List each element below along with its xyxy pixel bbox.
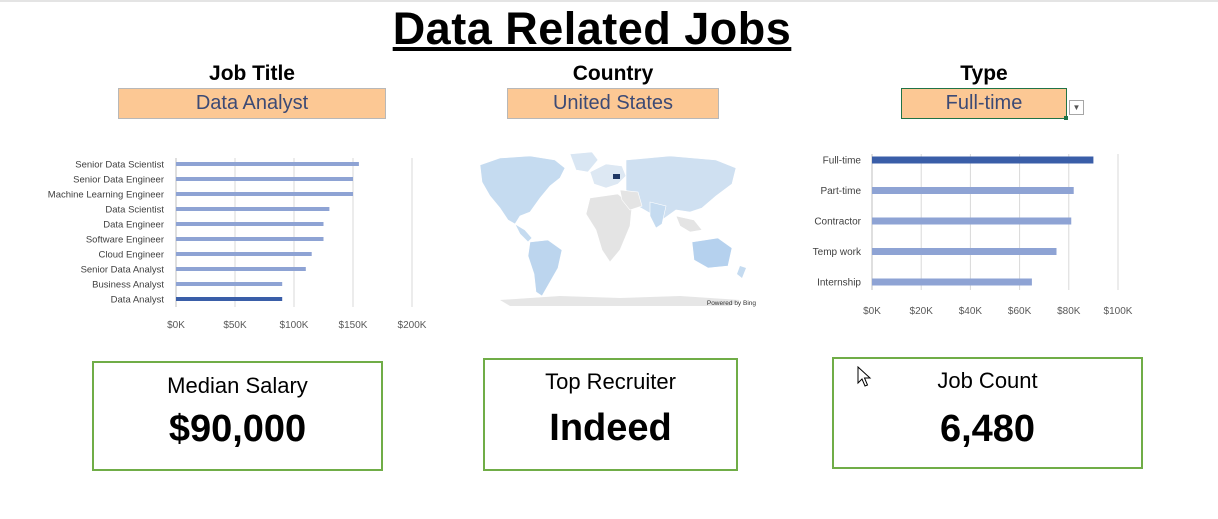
job-type-salary-chart: $0K $20K $40K $60K $80K $100K Full-time Part-ti…	[813, 154, 1133, 317]
dashboard-title: Data Related Jobs	[392, 3, 792, 54]
category-label: Data Scientist	[105, 205, 164, 216]
bar-data-analyst	[176, 297, 283, 301]
map-new-zealand	[737, 266, 746, 278]
cell-fill-handle[interactable]	[1064, 116, 1068, 120]
map-india	[649, 201, 667, 229]
median-salary-value: $90,000	[168, 408, 307, 450]
map-selected-country	[613, 174, 620, 179]
category-label: Data Analyst	[111, 295, 165, 306]
category-label: Software Engineer	[86, 235, 164, 246]
top-recruiter-card: Top Recruiter Indeed	[483, 358, 738, 471]
category-label: Contractor	[814, 217, 861, 228]
map-southeast-asia	[675, 215, 703, 233]
top-recruiter-value: Indeed	[549, 407, 672, 449]
category-label: Senior Data Analyst	[81, 265, 165, 276]
x-tick-label: $60K	[1008, 306, 1032, 317]
map-south-america	[527, 239, 563, 297]
x-tick-label: $100K	[1104, 306, 1133, 317]
category-label: Senior Data Engineer	[73, 175, 164, 186]
category-label: Part-time	[820, 186, 861, 197]
map-attribution: Powered by Bing	[707, 300, 757, 307]
job-count-value: 6,480	[939, 408, 1036, 450]
top-recruiter-label: Top Recruiter	[545, 369, 676, 394]
bar-senior-data-analyst	[176, 267, 306, 271]
job-count-label: Job Count	[937, 368, 1038, 393]
country-dropdown[interactable]: United States	[507, 88, 719, 119]
top-border	[0, 0, 1218, 2]
job-title-salary-chart: $0K $50K $100K $150K $200K Senior Data Scient…	[48, 158, 427, 331]
map-europe	[589, 163, 627, 189]
country-label: Country	[572, 62, 654, 85]
map-middle-east	[619, 189, 643, 211]
category-label: Temp work	[813, 247, 862, 258]
bar-part-time	[872, 187, 1074, 194]
bar-data-scientist	[176, 207, 330, 211]
category-label: Cloud Engineer	[99, 250, 165, 261]
bar-temp-work	[872, 248, 1057, 255]
map-central-america	[514, 223, 533, 243]
bar-contractor	[872, 217, 1072, 225]
job-title-label: Job Title	[209, 62, 295, 85]
category-label: Business Analyst	[92, 280, 164, 291]
x-tick-label: $80K	[1057, 306, 1081, 317]
x-tick-label: $50K	[223, 320, 247, 331]
bar-software-engineer	[176, 237, 324, 241]
x-tick-label: $0K	[863, 306, 881, 317]
map-north-america	[479, 155, 566, 225]
bar-data-engineer	[176, 222, 324, 226]
x-tick-label: $150K	[339, 320, 368, 331]
category-label: Data Engineer	[103, 220, 164, 231]
map-antarctica	[500, 296, 740, 306]
median-salary-card: Median Salary $90,000	[92, 361, 383, 471]
map-australia	[691, 237, 733, 269]
bar-senior-data-engineer	[176, 177, 353, 181]
x-tick-label: $40K	[959, 306, 983, 317]
bar-business-analyst	[176, 282, 283, 286]
bar-internship	[872, 278, 1032, 286]
bar-full-time	[872, 156, 1094, 164]
bar-machine-learning-engineer	[176, 192, 353, 196]
mouse-cursor-icon	[857, 366, 872, 387]
median-salary-label: Median Salary	[167, 373, 308, 398]
x-tick-label: $100K	[280, 320, 309, 331]
map-greenland	[569, 151, 599, 173]
job-count-card: Job Count 6,480	[832, 357, 1143, 469]
bar-senior-data-scientist	[176, 162, 359, 166]
category-label: Full-time	[823, 156, 862, 167]
dropdown-arrow-icon[interactable]: ▼	[1069, 100, 1084, 115]
type-label: Type	[960, 62, 1008, 85]
world-map: Powered by Bing	[470, 150, 760, 312]
job-title-dropdown[interactable]: Data Analyst	[118, 88, 386, 119]
type-dropdown[interactable]: Full-time	[901, 88, 1067, 119]
category-label: Machine Learning Engineer	[48, 190, 164, 201]
x-tick-label: $0K	[167, 320, 185, 331]
category-label: Internship	[817, 278, 861, 289]
category-label: Senior Data Scientist	[75, 160, 164, 171]
x-tick-label: $200K	[398, 320, 427, 331]
x-tick-label: $20K	[910, 306, 934, 317]
bar-cloud-engineer	[176, 252, 312, 256]
